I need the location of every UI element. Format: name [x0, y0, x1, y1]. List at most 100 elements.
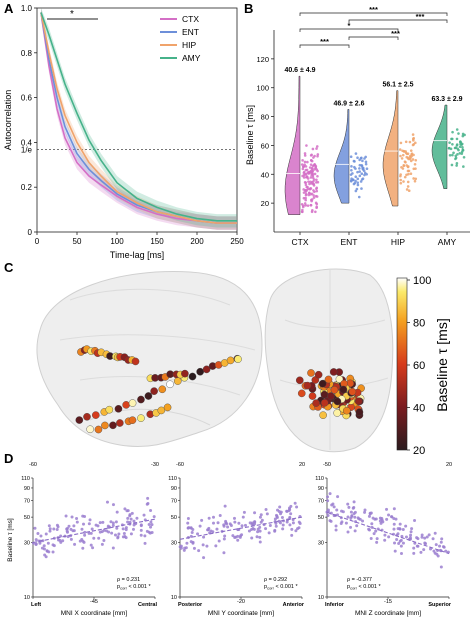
data-point	[362, 169, 366, 173]
panel-letter-c: C	[4, 260, 14, 275]
data-point	[48, 527, 52, 531]
data-point	[36, 531, 40, 535]
y-tick-label: 90	[318, 486, 324, 492]
data-point	[393, 541, 397, 545]
electrode-point	[94, 425, 103, 434]
data-point	[125, 509, 129, 513]
data-point	[451, 153, 454, 157]
data-point	[273, 529, 277, 533]
legend-label: CTX	[182, 14, 199, 24]
data-point	[402, 180, 405, 183]
data-point	[462, 165, 465, 168]
data-point	[298, 521, 302, 525]
legend-label: AMY	[182, 53, 201, 63]
data-point	[420, 535, 424, 539]
electrode-point	[295, 376, 304, 385]
panel-d3-chart: 10 30 50 70 90 110 -50 -15 20 Inferior Superior MNI…	[315, 462, 452, 617]
data-point	[353, 515, 357, 519]
data-point	[190, 531, 194, 535]
data-point	[42, 547, 46, 551]
data-point	[191, 541, 195, 545]
data-point	[351, 178, 355, 182]
data-point	[111, 546, 115, 550]
x-tick-label: -60	[176, 462, 184, 468]
data-point	[293, 501, 297, 505]
data-point	[349, 525, 353, 529]
data-point	[378, 516, 382, 520]
colorbar-tick-label: 80	[413, 318, 425, 330]
data-point	[44, 532, 48, 536]
data-point	[87, 531, 91, 535]
data-point	[311, 170, 314, 174]
data-point	[356, 156, 359, 159]
data-point	[460, 152, 464, 155]
data-point	[451, 143, 454, 146]
data-point	[309, 163, 313, 166]
data-point	[206, 528, 210, 532]
data-point	[78, 539, 82, 543]
data-point	[315, 145, 319, 148]
data-point	[315, 205, 319, 209]
data-point	[267, 531, 271, 535]
x-left-label: Posterior	[178, 602, 203, 608]
data-point	[281, 527, 285, 531]
data-point	[312, 196, 316, 199]
data-point	[302, 165, 306, 168]
data-point	[354, 167, 357, 170]
data-point	[315, 187, 318, 191]
data-point	[401, 528, 405, 532]
data-point	[316, 154, 319, 158]
data-point	[304, 192, 308, 196]
data-point	[387, 513, 391, 517]
data-point	[450, 163, 454, 167]
electrode-point	[163, 403, 172, 412]
data-point	[395, 537, 399, 541]
data-point	[375, 540, 379, 544]
data-point	[308, 187, 312, 191]
data-point	[356, 177, 360, 181]
data-point	[409, 149, 413, 152]
electrode-point	[320, 399, 329, 407]
data-point	[406, 180, 410, 184]
data-point	[390, 515, 394, 519]
data-point	[289, 504, 293, 508]
data-point	[410, 154, 413, 158]
significance-label: ***	[391, 29, 400, 38]
data-point	[305, 189, 309, 192]
electrode-point	[308, 392, 317, 400]
data-point	[65, 527, 69, 531]
series-line-ent	[40, 12, 237, 224]
data-point	[341, 510, 345, 514]
data-point	[331, 502, 335, 506]
y-tick-label: 0.2	[21, 183, 33, 192]
data-point	[356, 183, 360, 187]
electrode-point	[196, 367, 204, 376]
data-point	[455, 164, 458, 167]
data-point	[358, 158, 361, 162]
data-point	[256, 527, 260, 531]
pcorr-label: pcorr < 0.001 *	[117, 584, 152, 591]
data-point	[450, 137, 453, 141]
colorbar-tick-label: 40	[413, 403, 425, 415]
data-point	[264, 527, 268, 531]
data-point	[304, 172, 308, 176]
x-axis-label: MNI Z coordinate [mm]	[355, 610, 421, 617]
data-point	[401, 153, 405, 157]
data-point	[152, 515, 156, 519]
data-point	[301, 204, 305, 207]
y-tick-label: 110	[315, 476, 324, 482]
data-point	[457, 132, 460, 135]
data-point	[423, 541, 427, 545]
data-point	[130, 511, 134, 515]
data-point	[364, 160, 368, 164]
fit-line	[179, 516, 303, 540]
data-point	[360, 172, 364, 176]
data-point	[178, 545, 182, 549]
data-point	[370, 522, 374, 526]
data-point	[306, 204, 310, 207]
data-point	[427, 533, 431, 537]
data-point	[147, 530, 151, 534]
data-point	[59, 540, 63, 544]
electrode-point	[327, 392, 335, 400]
data-point	[371, 516, 375, 520]
